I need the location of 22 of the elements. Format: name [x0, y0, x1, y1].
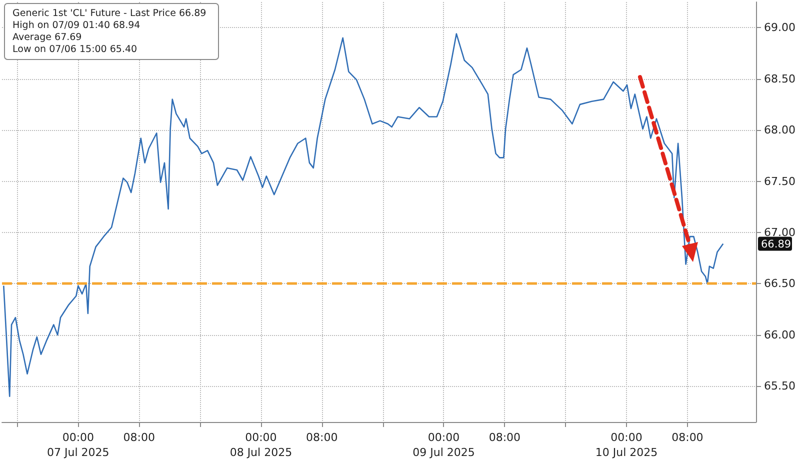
y-tick-label: 66.00 [764, 328, 796, 342]
annotation: Generic 1st 'CL' Future - Last Price 66.89 [12, 8, 206, 19]
y-tick-label: 67.00 [764, 226, 796, 239]
x-tick-label: 00:00 10 Jul 2025 [595, 431, 658, 459]
y-tick-label: 68.00 [764, 124, 796, 137]
y-tick-label: 69.00 [764, 21, 796, 34]
y-tick-label: 65.50 [764, 380, 796, 393]
annotation: Low on 07/06 15:00 65.40 [12, 44, 138, 55]
x-tick-label: 00:00 08 Jul 2025 [230, 431, 292, 459]
x-tick-label: 00:00 07 Jul 2025 [47, 431, 110, 459]
text: 66.89 [761, 238, 792, 250]
y-tick-label: 67.50 [764, 174, 796, 188]
x-tick-label: 08:00 [672, 431, 704, 444]
x-tick-label: 08:00 [488, 431, 521, 444]
y-tick-label: 66.50 [764, 277, 796, 290]
y-tick-label: 68.50 [764, 72, 796, 86]
x-tick-label: 00:00 09 Jul 2025 [412, 431, 475, 459]
annotation: Average 67.69 [12, 32, 82, 43]
annotation: High on 07/09 01:40 68.94 [12, 20, 140, 31]
x-tick-label: 08:00 [306, 431, 338, 444]
line-series [3, 33, 724, 398]
x-tick-label: 08:00 [123, 431, 155, 444]
